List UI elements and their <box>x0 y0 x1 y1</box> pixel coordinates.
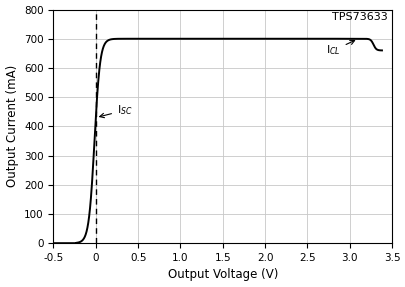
Text: I$_{CL}$: I$_{CL}$ <box>325 40 354 57</box>
Y-axis label: Output Current (mA): Output Current (mA) <box>6 65 19 187</box>
X-axis label: Output Voltage (V): Output Voltage (V) <box>167 268 277 282</box>
Text: TPS73633: TPS73633 <box>331 12 387 22</box>
Text: I$_{SC}$: I$_{SC}$ <box>100 103 132 118</box>
